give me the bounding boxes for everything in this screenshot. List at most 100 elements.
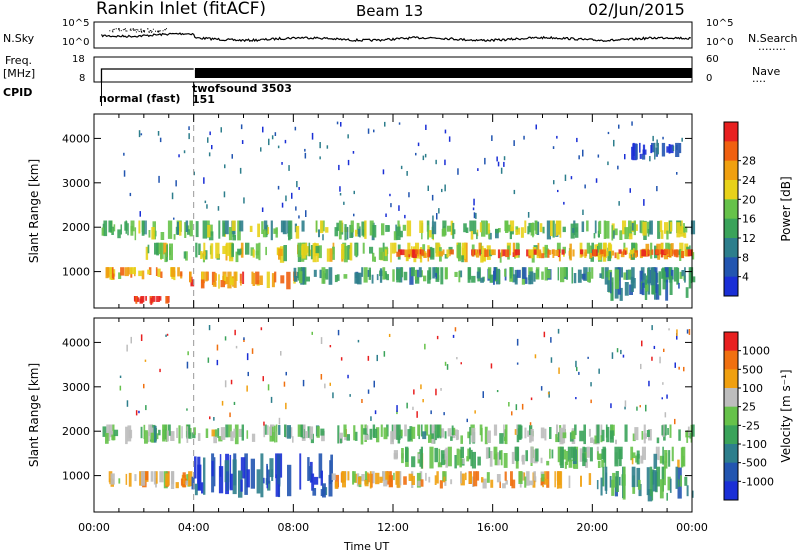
velocity-data-streak	[219, 454, 222, 477]
power-data-streak	[283, 245, 287, 262]
velocity-data-streak	[270, 424, 272, 436]
velocity-data-streak	[447, 446, 452, 467]
velocity-sparse-echo	[143, 383, 145, 389]
velocity-data-streak	[664, 450, 668, 469]
power-sparse-echo	[139, 211, 141, 217]
velocity-data-streak	[396, 424, 401, 440]
power-sparse-echo	[385, 213, 387, 217]
power-data-streak	[347, 245, 352, 260]
power-data-streak	[427, 254, 430, 262]
power-data-streak	[125, 220, 127, 234]
power-data-streak	[546, 269, 551, 279]
power-data-streak	[346, 226, 349, 240]
power-data-streak	[173, 234, 176, 240]
power-data-streak	[356, 222, 360, 235]
velocity-data-streak	[540, 457, 543, 464]
velocity-data-streak	[148, 424, 153, 436]
velocity-data-streak	[228, 424, 232, 438]
velocity-sparse-echo	[165, 334, 167, 337]
velocity-data-streak	[521, 471, 524, 481]
freq-label: Freq.	[5, 54, 33, 67]
velocity-data-streak	[456, 448, 460, 466]
power-data-streak	[239, 273, 242, 284]
velocity-data-streak	[582, 453, 586, 467]
velocity-sparse-echo	[446, 364, 449, 370]
velocity-data-streak	[540, 427, 545, 439]
noise-search-dot	[124, 28, 126, 30]
velocity-data-streak	[411, 475, 415, 485]
velocity-sparse-echo	[412, 406, 414, 410]
power-data-streak	[516, 269, 521, 278]
power-data-streak	[646, 221, 652, 234]
velocity-data-streak	[669, 478, 672, 493]
velocity-data-streak	[560, 446, 564, 468]
velocity-data-streak	[262, 477, 265, 484]
velocity-sparse-echo	[166, 333, 169, 336]
power-data-streak	[167, 220, 173, 239]
velocity-data-streak	[316, 426, 320, 438]
power-sparse-echo	[319, 142, 321, 149]
velocity-data-streak	[168, 424, 171, 436]
velocity-sparse-echo	[666, 394, 668, 399]
power-data-streak	[688, 267, 692, 289]
velocity-sparse-echo	[511, 411, 513, 416]
velocity-data-streak	[505, 480, 508, 485]
power-data-streak	[329, 248, 333, 262]
noise-search-dot	[122, 29, 124, 31]
power-sparse-echo	[178, 154, 180, 158]
power-data-streak	[165, 296, 169, 304]
power-data-streak	[450, 220, 454, 236]
velocity-data-streak	[662, 424, 665, 437]
velocity-data-streak	[428, 476, 431, 483]
power-data-streak	[650, 145, 653, 154]
power-data-streak	[286, 271, 291, 290]
power-sparse-echo	[597, 154, 600, 158]
power-sparse-echo	[578, 155, 580, 160]
power-data-streak	[668, 144, 671, 154]
power-data-streak	[659, 220, 663, 232]
velocity-data-streak	[535, 448, 539, 462]
velocity-data-streak	[602, 466, 605, 487]
freq-line-normal	[100, 68, 194, 82]
velocity-data-streak	[514, 429, 518, 435]
power-sparse-echo	[503, 156, 506, 161]
velocity-sparse-echo	[367, 355, 370, 361]
nave-dots: ....	[752, 72, 766, 85]
power-data-streak	[390, 242, 392, 263]
power-data-streak	[639, 142, 641, 153]
velocity-sparse-echo	[550, 357, 553, 363]
velocity-colorbar-cell	[724, 332, 738, 352]
velocity-data-streak	[549, 448, 551, 459]
velocity-sparse-echo	[688, 329, 691, 335]
noise-search-dot	[130, 29, 132, 31]
velocity-sparse-echo	[119, 385, 122, 391]
power-data-streak	[540, 253, 545, 259]
velocity-data-streak	[568, 459, 573, 468]
power-data-streak	[515, 226, 519, 232]
velocity-data-streak	[686, 485, 689, 497]
velocity-data-streak	[417, 480, 422, 487]
velocity-colorbar-tick-label: 25	[742, 401, 756, 414]
velocity-data-streak	[408, 473, 413, 481]
velocity-data-streak	[139, 471, 143, 486]
velocity-data-streak	[609, 476, 612, 488]
power-sparse-echo	[353, 213, 355, 217]
power-data-streak	[512, 274, 517, 283]
velocity-sparse-echo	[474, 410, 476, 414]
power-data-streak	[280, 275, 285, 284]
velocity-data-streak	[182, 478, 187, 484]
power-data-streak	[328, 267, 333, 285]
power-sparse-echo	[339, 186, 341, 192]
power-data-streak	[319, 269, 322, 279]
velocity-sparse-echo	[370, 416, 372, 421]
velocity-sparse-echo	[436, 335, 439, 340]
velocity-sparse-echo	[557, 328, 560, 334]
velocity-data-streak	[574, 424, 577, 436]
power-data-streak	[189, 220, 193, 237]
power-sparse-echo	[173, 217, 175, 220]
velocity-data-streak	[659, 479, 664, 499]
velocity-colorbar-cell	[724, 481, 738, 501]
power-data-streak	[550, 220, 553, 237]
velocity-data-streak	[442, 471, 447, 481]
